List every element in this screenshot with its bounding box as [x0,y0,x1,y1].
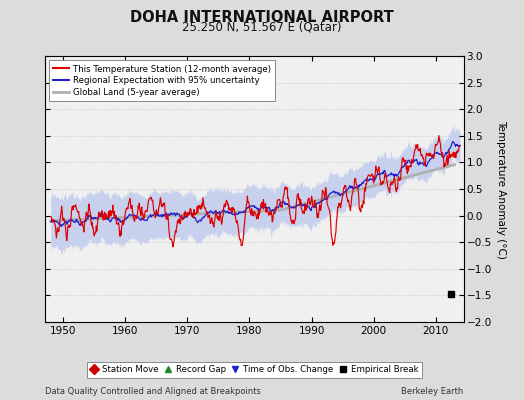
Y-axis label: Temperature Anomaly (°C): Temperature Anomaly (°C) [496,120,506,258]
Text: Data Quality Controlled and Aligned at Breakpoints: Data Quality Controlled and Aligned at B… [45,387,260,396]
Text: 25.250 N, 51.567 E (Qatar): 25.250 N, 51.567 E (Qatar) [182,20,342,33]
Legend: This Temperature Station (12-month average), Regional Expectation with 95% uncer: This Temperature Station (12-month avera… [49,60,275,101]
Legend: Station Move, Record Gap, Time of Obs. Change, Empirical Break: Station Move, Record Gap, Time of Obs. C… [86,362,422,378]
Text: DOHA INTERNATIONAL AIRPORT: DOHA INTERNATIONAL AIRPORT [130,10,394,25]
Text: Berkeley Earth: Berkeley Earth [401,387,464,396]
